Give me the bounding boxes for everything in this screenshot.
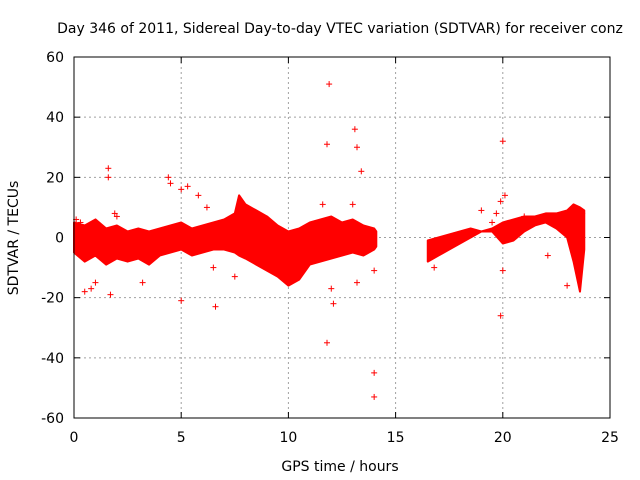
data-point: [323, 339, 330, 346]
x-tick-label: 25: [601, 430, 619, 446]
data-point: [431, 264, 438, 271]
data-point: [167, 180, 174, 187]
data-point: [497, 198, 504, 205]
data-point: [81, 288, 88, 295]
x-axis-label: GPS time / hours: [281, 459, 398, 475]
data-point: [478, 207, 485, 214]
x-tick-label: 10: [279, 430, 297, 446]
y-tick-label: 60: [46, 50, 64, 66]
x-tick-label: 0: [70, 430, 79, 446]
chart-title: Day 346 of 2011, Sidereal Day-to-day VTE…: [57, 21, 623, 37]
y-tick-label: 40: [46, 110, 64, 126]
data-point: [242, 204, 249, 211]
x-tick-label: 5: [177, 430, 186, 446]
data-point: [564, 282, 571, 289]
data-point: [371, 267, 378, 274]
data-point: [323, 141, 330, 148]
data-band: [73, 194, 378, 287]
data-point: [501, 192, 508, 199]
data-point: [319, 201, 326, 208]
data-point: [139, 279, 146, 286]
data-point: [371, 369, 378, 376]
y-tick-label: -60: [41, 411, 64, 427]
y-tick-label: 20: [46, 170, 64, 186]
data-point: [105, 174, 112, 181]
data-point: [579, 210, 586, 217]
data-point: [107, 291, 114, 298]
data-point: [544, 252, 551, 259]
x-tick-label: 15: [387, 430, 405, 446]
y-tick-label: -40: [41, 351, 64, 367]
y-axis-label: SDTVAR / TECUs: [6, 181, 22, 296]
data-point: [178, 297, 185, 304]
data-point: [77, 219, 84, 226]
data-point: [231, 273, 238, 280]
plot-frame: [73, 56, 611, 419]
grid-lines: [74, 57, 610, 418]
data-point: [349, 201, 356, 208]
data-point: [195, 192, 202, 199]
data-point: [499, 138, 506, 145]
data-point: [354, 279, 361, 286]
data-point: [521, 213, 528, 220]
data-point: [210, 264, 217, 271]
data-point: [88, 285, 95, 292]
data-point: [212, 303, 219, 310]
data-point: [497, 312, 504, 319]
data-point: [105, 165, 112, 172]
y-tick-label: -20: [41, 291, 64, 307]
data-point: [92, 279, 99, 286]
data-point: [371, 393, 378, 400]
y-tick-label: 0: [55, 231, 64, 247]
data-band: [426, 203, 586, 293]
data-points: [73, 81, 586, 400]
x-tick-label: 20: [494, 430, 512, 446]
data-point: [489, 219, 496, 226]
data-point: [354, 144, 361, 151]
data-point: [499, 267, 506, 274]
data-point: [493, 210, 500, 217]
data-point: [330, 300, 337, 307]
tick-labels: 0 5 10 15 20 25 -60 -40 -20 0 20 40 60: [41, 50, 619, 446]
data-point: [203, 204, 210, 211]
data-point: [358, 168, 365, 175]
data-point: [326, 81, 333, 88]
data-point: [184, 183, 191, 190]
data-point: [165, 174, 172, 181]
data-point: [351, 126, 358, 133]
data-point: [178, 186, 185, 193]
data-point: [328, 285, 335, 292]
data-point: [111, 210, 118, 217]
data-point: [113, 213, 120, 220]
